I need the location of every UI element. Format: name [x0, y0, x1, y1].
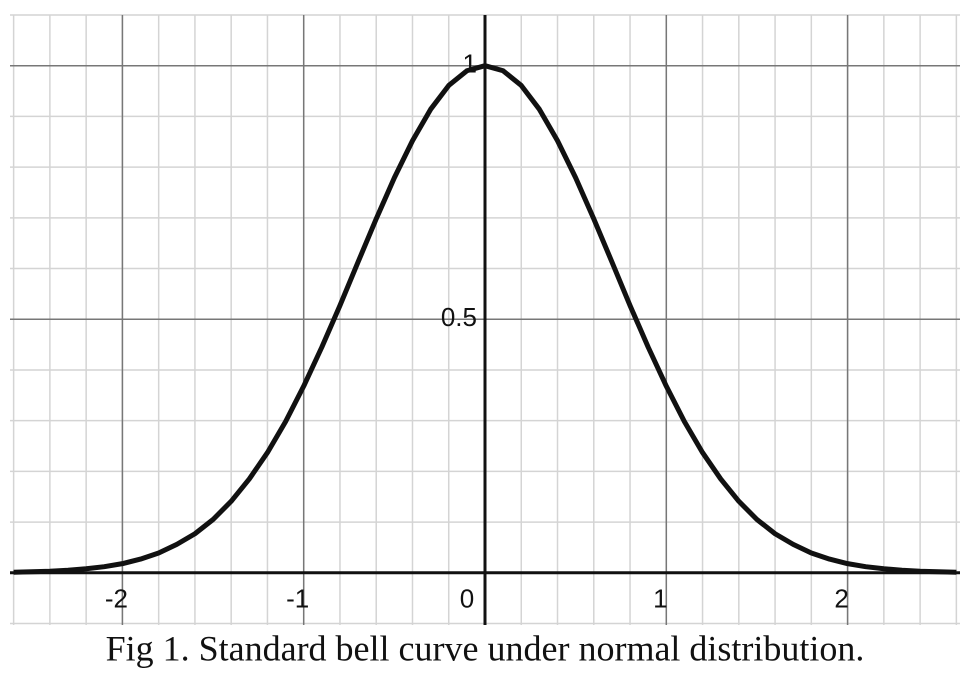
x-tick-label: -1: [286, 584, 309, 614]
x-tick-label: -2: [105, 584, 128, 614]
x-tick-label: 1: [653, 584, 667, 614]
curve: [13, 63, 957, 575]
x-tick-label: 0: [460, 584, 474, 614]
y-tick-label: 0.5: [441, 302, 477, 332]
chart-title: Fig 1. Standard bell curve under normal …: [106, 628, 865, 668]
x-tick-label: 2: [834, 584, 848, 614]
